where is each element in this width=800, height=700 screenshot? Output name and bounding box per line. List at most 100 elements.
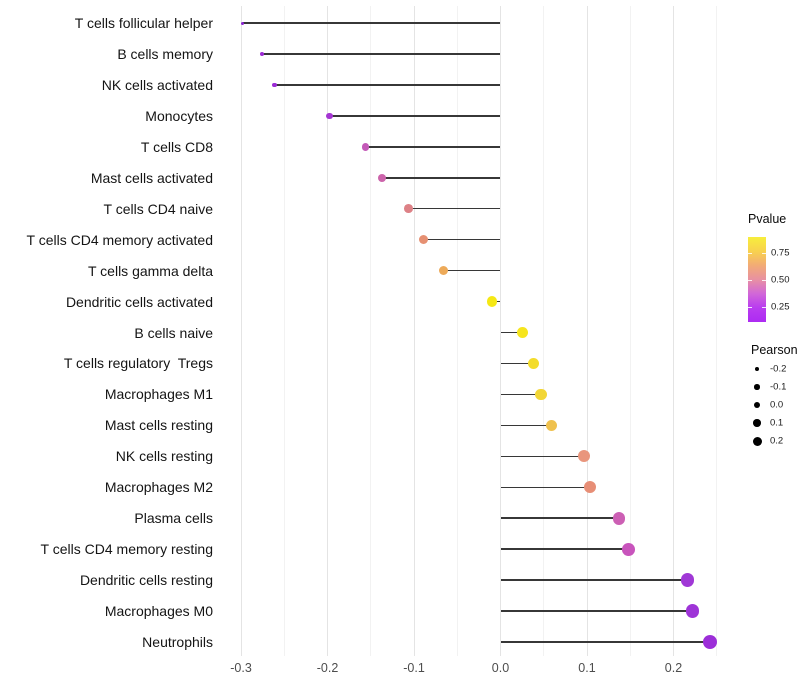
lollipop-stem (274, 84, 501, 86)
x-axis-tick-label: 0.2 (664, 661, 683, 675)
y-axis-label: T cells CD4 naive (103, 200, 213, 217)
lollipop-dot (577, 450, 590, 463)
lollipop-dot (419, 235, 429, 245)
pvalue-bar-tick (762, 252, 766, 254)
pearson-legend-label: 0.1 (770, 417, 784, 429)
lollipop-stem (500, 331, 523, 334)
minor-gridline (716, 6, 718, 656)
lollipop-stem (365, 146, 501, 148)
y-axis-label: NK cells activated (101, 76, 213, 93)
lollipop-stem (443, 269, 501, 272)
lollipop-stem (381, 177, 501, 179)
y-axis-label: T cells CD4 memory resting (40, 541, 213, 558)
minor-gridline (283, 6, 285, 656)
pvalue-bar-tick (762, 307, 766, 309)
x-axis-tick-label: -0.3 (230, 661, 252, 675)
lollipop-dot (545, 419, 558, 432)
lollipop-dot (527, 357, 539, 370)
pearson-legend-label: -0.2 (770, 363, 787, 375)
lollipop-dot (377, 173, 387, 182)
lollipop-dot (516, 327, 528, 338)
y-axis-label: Neutrophils (142, 634, 213, 650)
lollipop-stem (242, 22, 501, 24)
lollipop-dot (259, 51, 264, 56)
x-axis-tick-label: -0.2 (316, 661, 339, 675)
y-axis-label: Mast cells activated (90, 169, 213, 186)
lollipop-stem (500, 548, 629, 550)
lollipop-dot (325, 112, 333, 120)
lollipop-stem (261, 53, 501, 55)
lollipop-dot (680, 573, 695, 587)
pvalue-bar-tick (748, 307, 752, 309)
lollipop-dot (622, 542, 635, 556)
y-axis-label: Mast cells resting (104, 417, 213, 434)
y-axis-label: T cells CD8 (140, 138, 213, 155)
y-axis-label: Macrophages M1 (104, 386, 213, 403)
y-axis-label: Macrophages M0 (104, 603, 213, 620)
y-axis-label: T cells CD4 memory activated (26, 231, 213, 248)
y-axis-label: T cells regulatory Tregs (63, 355, 213, 372)
pearson-legend-dot (753, 419, 761, 427)
x-axis-tick-label: 0.0 (491, 661, 510, 675)
lollipop-stem (423, 238, 501, 241)
y-axis-label: T cells gamma delta (87, 262, 213, 279)
y-axis-label: B cells memory (117, 45, 213, 62)
lollipop-dot (272, 82, 278, 88)
lollipop-stem (329, 115, 501, 117)
lollipop-stem (500, 579, 688, 581)
lollipop-stem (500, 486, 590, 488)
pvalue-gradient-bar (748, 237, 766, 322)
pvalue-bar-tick (762, 280, 766, 281)
pearson-legend-dot (754, 384, 760, 390)
pvalue-bar-tick (748, 252, 752, 254)
lollipop-dot (535, 388, 547, 401)
y-axis-label: Dendritic cells resting (79, 572, 213, 589)
pearson-legend-title: Pearson (751, 343, 798, 357)
y-axis-label: B cells naive (134, 324, 213, 341)
lollipop-dot (612, 511, 626, 525)
major-gridline (500, 6, 501, 656)
pvalue-legend-title: Pvalue (748, 212, 787, 226)
lollipop-dot (486, 296, 498, 307)
minor-gridline (370, 6, 372, 656)
pearson-legend-label: 0.0 (770, 399, 784, 411)
lollipop-dot (685, 604, 700, 618)
lollipop-stem (500, 424, 552, 427)
minor-gridline (543, 6, 545, 656)
minor-gridline (629, 6, 631, 656)
lollipop-stem (500, 517, 619, 519)
lollipop-stem (500, 455, 584, 458)
x-axis-tick-label: -0.1 (403, 661, 425, 675)
lollipop-stem (408, 207, 501, 210)
lollipop-dot (438, 265, 449, 276)
major-gridline (673, 6, 674, 656)
minor-gridline (456, 6, 458, 656)
pearson-legend-dot (754, 366, 760, 372)
lollipop-stem (500, 641, 710, 643)
pvalue-tick-label: 0.50 (771, 274, 790, 286)
pearson-legend-label: -0.1 (770, 381, 787, 393)
pearson-legend-label: 0.2 (770, 435, 784, 447)
lollipop-stem (500, 362, 534, 365)
major-gridline (586, 6, 588, 656)
pvalue-tick-label: 0.75 (771, 247, 790, 259)
y-axis-label: NK cells resting (115, 448, 213, 465)
lollipop-dot (361, 142, 370, 151)
major-gridline (240, 6, 242, 656)
lollipop-stem (500, 610, 693, 612)
y-axis-label: Plasma cells (134, 510, 213, 527)
pearson-legend-dot (753, 401, 761, 409)
lollipop-dot (404, 204, 414, 214)
major-gridline (413, 6, 415, 656)
pvalue-tick-label: 0.25 (771, 301, 790, 313)
major-gridline (327, 6, 328, 656)
lollipop-dot (702, 635, 717, 649)
y-axis-label: T cells follicular helper (74, 15, 213, 31)
pvalue-bar-tick (748, 280, 752, 281)
y-axis-label: Dendritic cells activated (65, 293, 213, 310)
x-axis-tick-label: 0.1 (578, 661, 596, 675)
lollipop-dot (241, 21, 245, 25)
lollipop-dot (583, 481, 596, 494)
lollipop-stem (500, 393, 542, 396)
